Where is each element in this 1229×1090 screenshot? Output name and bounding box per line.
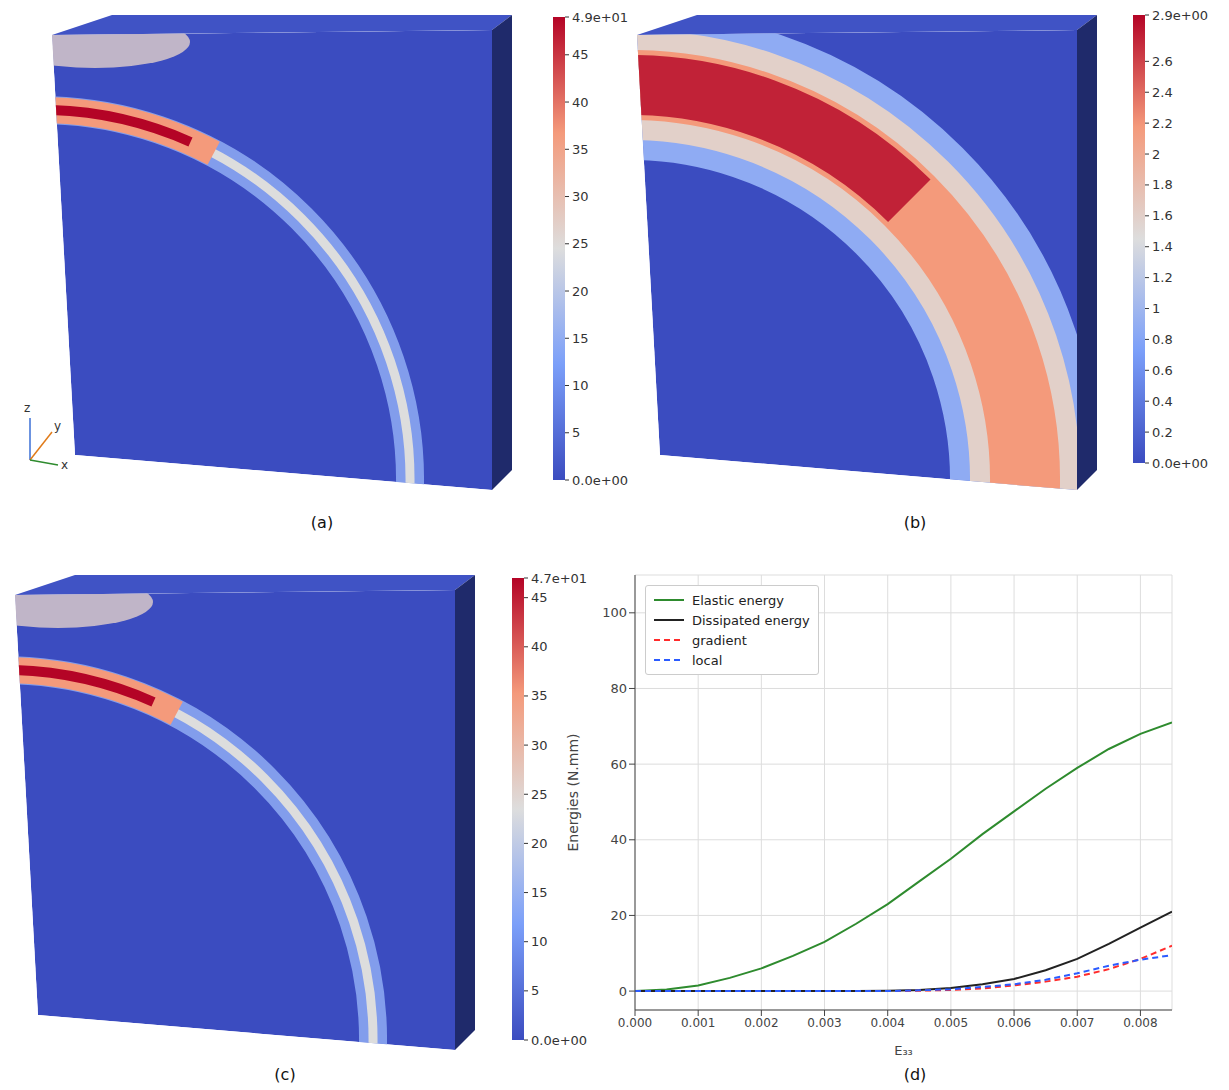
svg-text:40: 40 <box>610 832 627 847</box>
svg-text:15: 15 <box>531 885 548 900</box>
svg-text:4.9e+01: 4.9e+01 <box>572 10 628 25</box>
svg-text:0.0e+00: 0.0e+00 <box>572 473 628 488</box>
svg-text:40: 40 <box>531 639 548 654</box>
svg-text:2.9e+00: 2.9e+00 <box>1152 8 1208 23</box>
html-text:gradient: gradient <box>692 632 747 648</box>
svg-text:(c): (c) <box>274 1065 295 1084</box>
svg-text:25: 25 <box>531 787 548 802</box>
svg-text:80: 80 <box>610 681 627 696</box>
svg-text:0.4: 0.4 <box>1152 394 1173 409</box>
svg-text:15: 15 <box>572 331 589 346</box>
svg-text:2.6: 2.6 <box>1152 54 1173 69</box>
svg-text:100: 100 <box>602 605 627 620</box>
svg-text:0.000: 0.000 <box>618 1016 652 1030</box>
svg-text:0.004: 0.004 <box>871 1016 905 1030</box>
svg-text:1.2: 1.2 <box>1152 270 1173 285</box>
svg-text:1.6: 1.6 <box>1152 208 1173 223</box>
svg-text:2.4: 2.4 <box>1152 85 1173 100</box>
svg-text:(d): (d) <box>904 1065 927 1084</box>
svg-text:10: 10 <box>572 378 589 393</box>
svg-text:0.003: 0.003 <box>807 1016 841 1030</box>
html-text:local: local <box>692 652 723 668</box>
svg-text:1: 1 <box>1152 301 1160 316</box>
svg-text:60: 60 <box>610 757 627 772</box>
html-text:Elastic energy: Elastic energy <box>692 592 784 608</box>
svg-text:Energies (N.mm): Energies (N.mm) <box>565 733 581 851</box>
svg-text:30: 30 <box>531 738 548 753</box>
svg-text:5: 5 <box>572 425 580 440</box>
svg-text:x: x <box>61 458 68 472</box>
svg-text:20: 20 <box>610 908 627 923</box>
svg-text:0.001: 0.001 <box>681 1016 715 1030</box>
svg-text:0.005: 0.005 <box>934 1016 968 1030</box>
svg-text:0.006: 0.006 <box>997 1016 1031 1030</box>
svg-text:0.002: 0.002 <box>744 1016 778 1030</box>
svg-text:25: 25 <box>572 236 589 251</box>
svg-text:0.0e+00: 0.0e+00 <box>531 1033 587 1048</box>
svg-text:0.2: 0.2 <box>1152 425 1173 440</box>
svg-text:z: z <box>24 401 30 415</box>
svg-text:4.7e+01: 4.7e+01 <box>531 571 587 586</box>
svg-text:0: 0 <box>619 984 627 999</box>
svg-text:45: 45 <box>531 590 548 605</box>
svg-text:1.8: 1.8 <box>1152 177 1173 192</box>
html-text:Dissipated energy: Dissipated energy <box>692 612 810 628</box>
svg-text:0.8: 0.8 <box>1152 332 1173 347</box>
svg-text:35: 35 <box>531 688 548 703</box>
svg-text:(b): (b) <box>904 513 927 532</box>
svg-text:2.2: 2.2 <box>1152 116 1173 131</box>
svg-text:0.007: 0.007 <box>1060 1016 1094 1030</box>
svg-text:40: 40 <box>572 95 589 110</box>
svg-text:10: 10 <box>531 934 548 949</box>
svg-text:(a): (a) <box>311 513 333 532</box>
svg-text:0.0e+00: 0.0e+00 <box>1152 456 1208 471</box>
svg-text:35: 35 <box>572 142 589 157</box>
svg-text:0.6: 0.6 <box>1152 363 1173 378</box>
svg-text:2: 2 <box>1152 147 1160 162</box>
svg-text:30: 30 <box>572 189 589 204</box>
svg-text:45: 45 <box>572 47 589 62</box>
svg-text:0.008: 0.008 <box>1123 1016 1157 1030</box>
svg-text:5: 5 <box>531 983 539 998</box>
svg-text:20: 20 <box>531 836 548 851</box>
svg-text:y: y <box>54 419 61 433</box>
svg-text:1.4: 1.4 <box>1152 239 1173 254</box>
svg-text:20: 20 <box>572 284 589 299</box>
svg-text:E₃₃: E₃₃ <box>894 1043 913 1058</box>
